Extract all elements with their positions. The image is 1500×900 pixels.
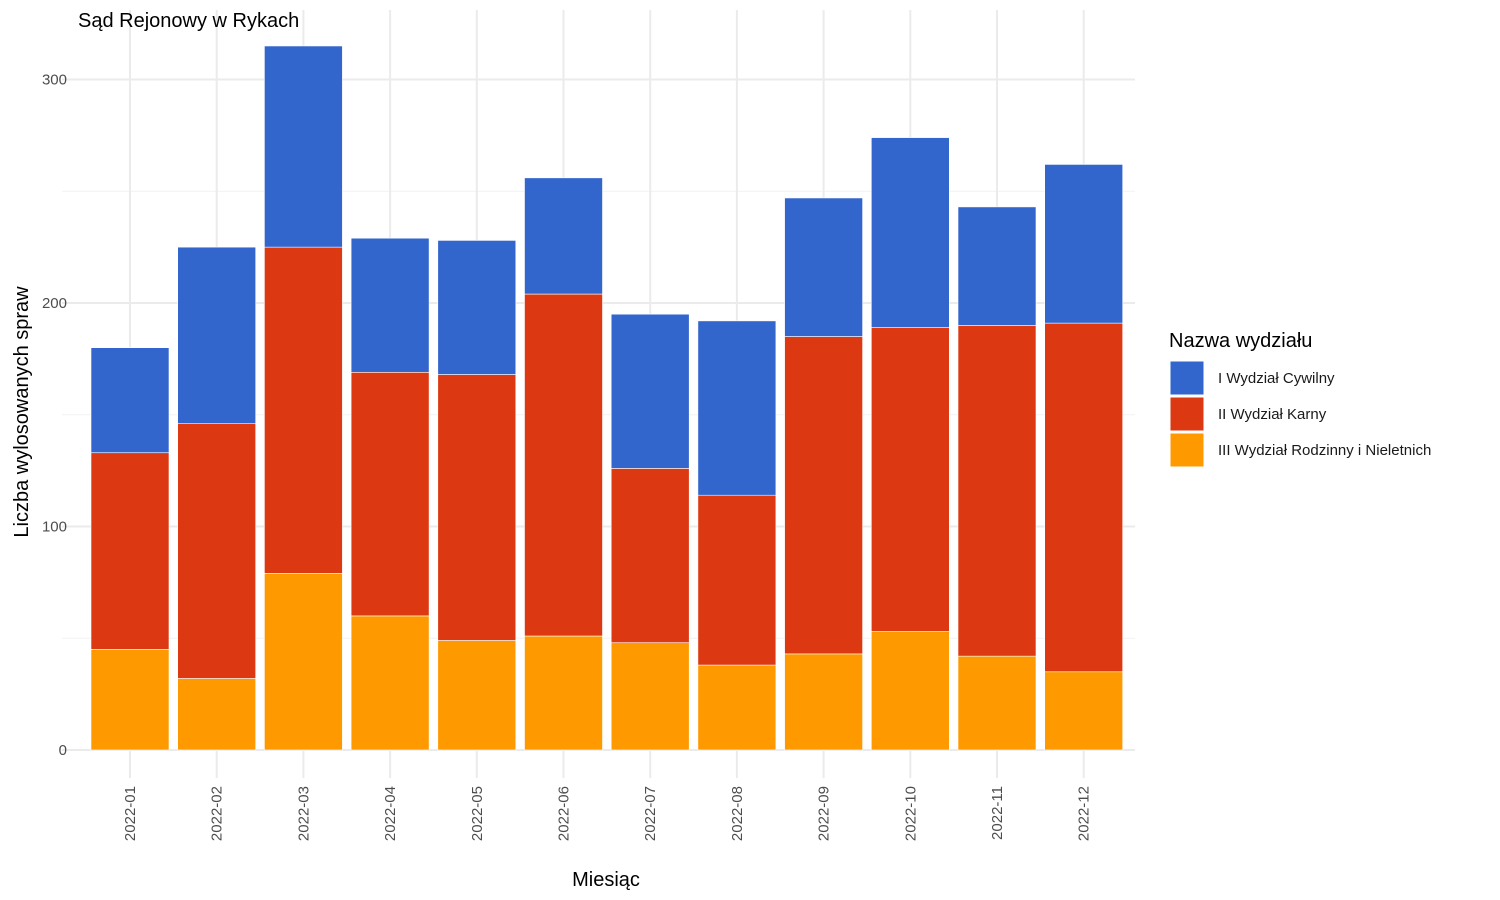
y-tick-label: 100 xyxy=(42,519,67,536)
chart-title: Sąd Rejonowy w Rykach xyxy=(78,10,299,32)
legend-label: II Wydział Karny xyxy=(1218,406,1327,423)
bar-segment xyxy=(264,246,343,574)
bar-segment xyxy=(437,640,517,751)
x-tick-label: 2022-01 xyxy=(122,786,139,841)
bar-segment xyxy=(957,206,1037,326)
x-tick-label: 2022-09 xyxy=(816,786,833,841)
legend-items: I Wydział Cywilny II Wydział Karny III Wyd… xyxy=(1169,360,1431,468)
bar-segment xyxy=(90,452,170,650)
x-tick-label: 2022-02 xyxy=(209,786,226,841)
legend-label: I Wydział Cywilny xyxy=(1218,370,1335,387)
x-tick-label: 2022-03 xyxy=(295,786,312,841)
bar-segment xyxy=(90,649,170,751)
bar-segment xyxy=(870,631,950,751)
y-tick-label: 300 xyxy=(42,72,67,89)
legend-title: Nazwa wydziału xyxy=(1169,330,1312,352)
x-tick-label: 2022-04 xyxy=(382,786,399,841)
y-axis-title: Liczba wylosowanych spraw xyxy=(11,286,33,538)
bar-segment xyxy=(177,423,256,679)
y-axis-ticks: 0 100 200 300 xyxy=(42,72,67,760)
bar-segment xyxy=(1044,322,1123,673)
legend-swatch xyxy=(1169,396,1205,432)
bar-segment xyxy=(437,240,517,375)
bar-segment xyxy=(610,468,690,644)
bar-segment xyxy=(90,347,170,454)
bar-segment xyxy=(1044,671,1123,751)
bar-segment xyxy=(784,336,863,655)
x-tick-label: 2022-11 xyxy=(989,786,1006,840)
x-tick-label: 2022-05 xyxy=(469,786,486,841)
bar-segment xyxy=(264,573,343,751)
bar-segment xyxy=(264,45,343,248)
bar-segment xyxy=(784,197,863,337)
bar-segment xyxy=(870,137,950,328)
x-axis-ticks: 2022-01 2022-02 2022-03 2022-04 2022-05 2022-… xyxy=(122,786,1093,841)
x-tick-label: 2022-06 xyxy=(556,786,573,841)
bar-segment xyxy=(697,494,777,666)
bar-segment xyxy=(350,371,430,617)
bar-segment xyxy=(784,653,863,751)
bar-segment xyxy=(610,642,690,751)
bar-segment xyxy=(177,246,256,424)
legend: Nazwa wydziału I Wydział Cywilny II Wydzi… xyxy=(1169,330,1431,468)
bars xyxy=(90,45,1123,751)
bar-segment xyxy=(350,615,430,751)
y-tick-label: 0 xyxy=(59,742,67,759)
bar-segment xyxy=(697,664,777,751)
bar-segment xyxy=(870,327,950,632)
bar-segment xyxy=(437,374,517,641)
bar-segment xyxy=(524,177,603,295)
x-axis-title: Miesiąc xyxy=(572,869,640,891)
y-tick-label: 200 xyxy=(42,295,67,312)
legend-swatch xyxy=(1169,360,1205,396)
bar-segment xyxy=(697,320,777,496)
x-tick-label: 2022-08 xyxy=(729,786,746,841)
bar-segment xyxy=(350,237,430,373)
legend-swatch xyxy=(1169,432,1205,468)
x-tick-label: 2022-12 xyxy=(1076,786,1093,841)
bar-segment xyxy=(610,313,690,469)
bar-segment xyxy=(957,655,1037,751)
bar-segment xyxy=(957,325,1037,657)
legend-label: III Wydział Rodzinny i Nieletnich xyxy=(1218,442,1431,459)
bar-segment xyxy=(524,293,603,637)
bar-segment xyxy=(1044,164,1123,324)
x-tick-label: 2022-10 xyxy=(902,786,919,841)
bar-segment xyxy=(524,635,603,751)
bar-segment xyxy=(177,678,256,751)
x-tick-label: 2022-07 xyxy=(642,786,659,841)
